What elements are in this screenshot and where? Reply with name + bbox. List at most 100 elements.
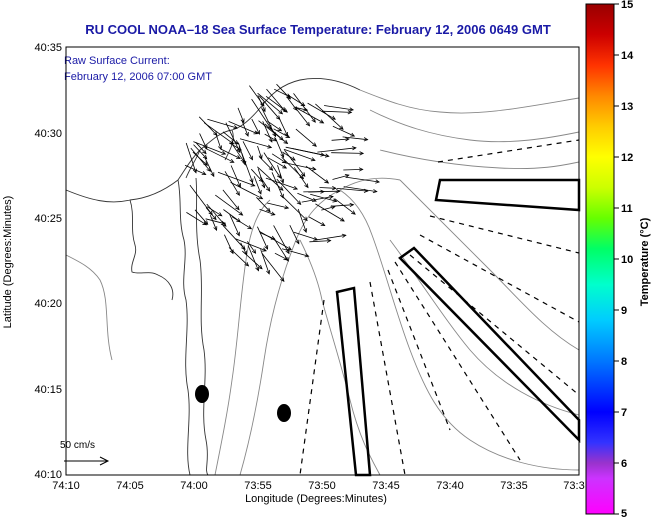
current-arrow-head xyxy=(345,137,350,142)
current-arrow-head xyxy=(283,256,289,261)
current-arrow xyxy=(217,171,255,187)
x-tick: 73:55 xyxy=(244,480,272,492)
current-arrow xyxy=(315,203,345,222)
current-arrow-head xyxy=(218,145,222,151)
current-arrow xyxy=(220,148,241,159)
current-arrow xyxy=(231,216,252,230)
current-arrow xyxy=(215,194,243,216)
current-arrow-head xyxy=(305,121,311,127)
current-arrow-head xyxy=(372,189,378,194)
current-arrow-head xyxy=(295,239,300,245)
current-arrow xyxy=(205,207,217,220)
current-arrow-head xyxy=(311,118,316,123)
current-arrow-head xyxy=(324,179,330,184)
current-arrow xyxy=(215,133,222,150)
current-arrow-head xyxy=(258,195,264,200)
current-arrow-head xyxy=(281,159,287,164)
current-arrow xyxy=(273,128,290,138)
current-arrow-head xyxy=(336,189,341,194)
y-tick: 40:35 xyxy=(34,42,62,54)
y-tick: 40:25 xyxy=(34,213,62,225)
coastline xyxy=(65,78,361,476)
current-arrow xyxy=(222,189,240,210)
current-arrow xyxy=(305,165,329,184)
current-arrow-head xyxy=(258,264,263,270)
current-arrow-head xyxy=(350,132,356,137)
scale-label: 50 cm/s xyxy=(60,440,95,451)
current-arrow xyxy=(293,231,318,241)
current-arrow-head xyxy=(272,132,277,138)
station-marker xyxy=(195,385,209,403)
current-arrow xyxy=(203,122,234,145)
x-tick: 73:3 xyxy=(563,480,584,492)
current-arrow-head xyxy=(250,182,256,187)
current-arrow-head xyxy=(249,178,254,184)
colorbar-tick: 6 xyxy=(621,458,627,470)
current-arrow xyxy=(228,121,258,135)
current-arrow-head xyxy=(247,225,253,230)
current-arrow-head xyxy=(260,101,265,107)
current-arrow xyxy=(256,197,271,212)
current-arrow-head xyxy=(341,233,347,238)
current-arrow-head xyxy=(240,158,245,163)
current-arrow xyxy=(205,218,225,225)
current-arrow xyxy=(257,145,263,159)
current-arrow-head xyxy=(249,155,253,161)
current-arrow-head xyxy=(340,217,345,222)
current-arrow xyxy=(263,152,281,179)
current-arrow-head xyxy=(266,207,271,213)
current-arrow-head xyxy=(303,228,308,233)
current-arrow xyxy=(207,118,238,129)
current-arrow-head xyxy=(279,193,284,199)
current-arrow xyxy=(206,206,223,217)
current-arrow xyxy=(274,88,291,98)
colorbar-tick: 12 xyxy=(621,152,633,164)
current-arrow xyxy=(193,144,207,159)
current-arrow xyxy=(266,88,286,112)
colorbar-tick: 5 xyxy=(621,508,627,519)
colorbar-tick: 15 xyxy=(621,0,633,11)
current-arrow-head xyxy=(277,127,283,132)
y-axis-ticks: 40:35 40:30 40:25 40:20 40:15 40:10 xyxy=(34,42,62,481)
current-arrow-head xyxy=(221,150,227,155)
current-arrow xyxy=(332,125,355,137)
current-arrow-head xyxy=(203,144,208,150)
current-arrow-head xyxy=(319,119,325,124)
current-arrow xyxy=(241,152,253,183)
current-arrow xyxy=(251,168,263,182)
current-arrow xyxy=(242,141,253,160)
current-arrow xyxy=(271,172,284,198)
current-arrow xyxy=(303,190,340,193)
current-arrow xyxy=(224,171,240,196)
colorbar-tick: 14 xyxy=(621,50,634,62)
current-arrow xyxy=(289,225,300,244)
current-arrow xyxy=(257,226,268,250)
current-arrow xyxy=(204,157,215,177)
current-arrow xyxy=(189,184,213,216)
current-arrow-head xyxy=(262,247,267,252)
station-marker xyxy=(277,404,291,422)
current-arrow xyxy=(321,206,335,211)
current-arrow xyxy=(310,193,337,202)
current-arrow-head xyxy=(344,174,350,179)
current-arrow xyxy=(283,148,316,161)
current-arrow-head xyxy=(233,125,239,130)
current-arrow-head xyxy=(251,249,257,254)
current-arrow xyxy=(251,98,272,130)
colorbar-tick: 11 xyxy=(621,203,633,215)
current-arrow-head xyxy=(235,191,240,196)
current-arrow xyxy=(241,120,249,137)
current-arrow xyxy=(228,142,242,151)
current-arrow-head xyxy=(242,160,247,166)
current-arrow-head xyxy=(320,152,326,157)
current-arrow-head xyxy=(349,202,355,208)
current-arrow xyxy=(249,85,265,107)
y-tick: 40:15 xyxy=(34,384,62,396)
current-arrow xyxy=(332,174,349,180)
current-arrow xyxy=(345,176,380,183)
current-arrow xyxy=(284,150,306,177)
map-panel: Raw Surface Current: February 12, 2006 0… xyxy=(60,46,581,477)
current-arrow xyxy=(229,214,240,236)
current-arrow-head xyxy=(264,245,269,250)
current-arrow xyxy=(281,248,309,257)
